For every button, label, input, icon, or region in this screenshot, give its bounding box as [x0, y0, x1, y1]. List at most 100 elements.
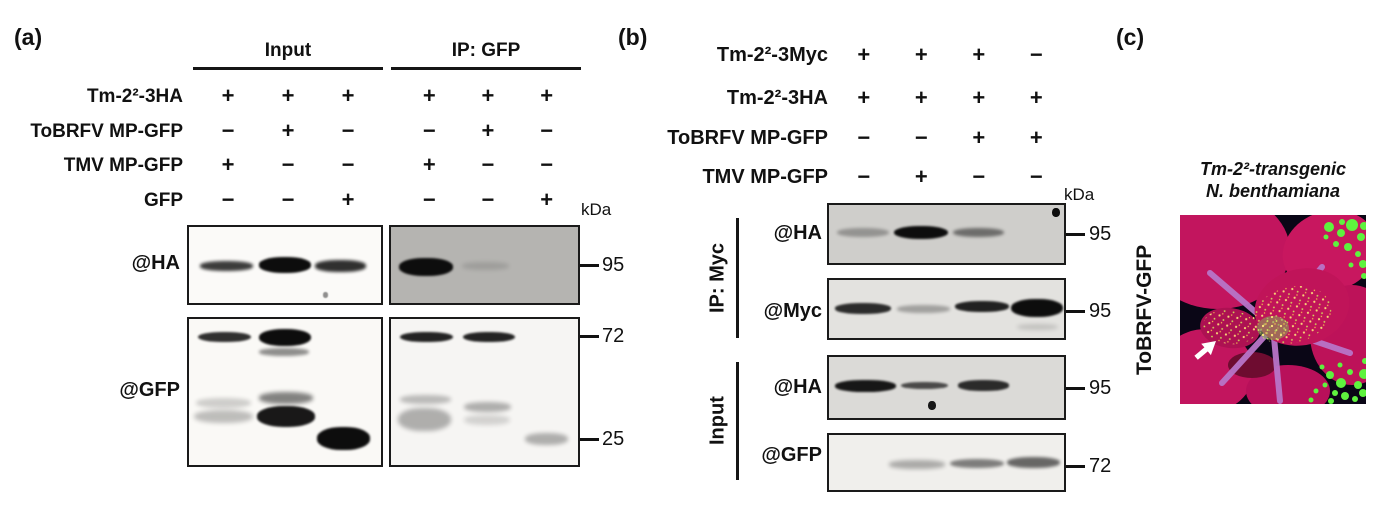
protein-band — [464, 401, 512, 412]
panel-b-antibody-label-ha-ip: @HA — [773, 222, 822, 244]
protein-band — [888, 460, 945, 469]
marker-value: 72 — [1089, 455, 1112, 477]
sign: + — [281, 83, 295, 108]
panel-c-title-line2: N. benthamiana — [1205, 181, 1341, 201]
sign: + — [341, 187, 355, 212]
protein-band — [399, 331, 453, 343]
sign: + — [540, 187, 554, 212]
protein-band — [317, 427, 371, 451]
blot-a-ha-input — [187, 225, 383, 305]
panel-a-header-input-underline — [193, 67, 383, 70]
panel-b-antibody-label-gfp-input: @GFP — [761, 444, 822, 466]
panel-a-row-label: ToBRFV MP-GFP — [30, 121, 183, 142]
marker-value: 95 — [1089, 300, 1112, 322]
sign: + — [972, 125, 986, 150]
marker-tick — [1066, 310, 1085, 313]
sign-row: + − − — [198, 152, 378, 178]
sign: − — [857, 125, 871, 150]
marker-value: 25 — [602, 428, 625, 450]
marker-value: 95 — [1089, 223, 1112, 245]
protein-band — [1052, 207, 1060, 218]
sign-row: − − + + — [835, 125, 1065, 151]
protein-band — [258, 257, 312, 274]
sign: − — [914, 125, 928, 150]
panel-c-side-label: ToBRFV-GFP — [1133, 244, 1156, 375]
blot-b-gfp-input — [827, 433, 1066, 492]
sign: − — [857, 164, 871, 189]
marker-value: 95 — [1089, 377, 1112, 399]
sign: − — [540, 152, 554, 177]
sign-row: − + − − — [835, 164, 1065, 190]
protein-band — [900, 382, 948, 390]
sign: + — [281, 118, 295, 143]
protein-band — [399, 394, 451, 404]
sign: + — [914, 42, 928, 67]
protein-band — [464, 415, 510, 426]
gfp-fluorescence-patches — [1308, 219, 1366, 404]
protein-band — [463, 331, 516, 343]
protein-band — [462, 261, 509, 270]
sign: + — [481, 118, 495, 143]
marker-tick — [1066, 233, 1085, 236]
marker-value: 72 — [602, 325, 625, 347]
protein-band — [950, 458, 1005, 468]
protein-band — [398, 258, 453, 277]
sign: + — [972, 42, 986, 67]
sign: − — [481, 152, 495, 177]
protein-band — [952, 227, 1005, 237]
protein-band — [1010, 298, 1064, 318]
protein-band — [397, 407, 451, 431]
marker-tick — [580, 438, 599, 441]
panel-b-row-label: Tm-2²-3HA — [726, 87, 828, 109]
sign: + — [914, 164, 928, 189]
panel-a-row-label: GFP — [143, 190, 183, 211]
sign: − — [221, 187, 235, 212]
protein-band — [315, 260, 367, 272]
sign: + — [857, 42, 871, 67]
panel-a-row-label: Tm-2²-3HA — [86, 86, 183, 107]
blot-b-myc-ip — [827, 278, 1066, 340]
protein-band — [1006, 457, 1060, 468]
protein-band — [323, 292, 329, 298]
panel-a-row-label: TMV MP-GFP — [63, 155, 183, 176]
protein-band — [197, 331, 251, 343]
sign-row: + + + − — [835, 42, 1065, 68]
sign-row: − + − — [198, 118, 378, 144]
sign: + — [221, 152, 235, 177]
panel-a-label: (a) — [14, 24, 43, 50]
protein-band — [195, 397, 251, 408]
sign: + — [540, 83, 554, 108]
sign: + — [914, 85, 928, 110]
panel-b-row-label: ToBRFV MP-GFP — [667, 127, 828, 149]
sign-row: − − + — [198, 187, 378, 213]
panel-a-antibody-label-ha: @HA — [131, 252, 180, 274]
sign: − — [422, 187, 436, 212]
panel-a-antibody-label-gfp: @GFP — [119, 379, 180, 401]
protein-band — [896, 305, 951, 313]
protein-band — [258, 392, 314, 404]
panel-c-title-line1: Tm-2²-transgenic — [1199, 159, 1347, 179]
panel-b-antibody-label-ha-input: @HA — [773, 376, 822, 398]
protein-band — [193, 409, 253, 424]
sign: − — [221, 118, 235, 143]
blot-b-ha-ip — [827, 203, 1066, 265]
protein-band — [256, 405, 316, 428]
sign: + — [481, 83, 495, 108]
sign-row: + + + + — [835, 85, 1065, 111]
sign: + — [422, 83, 436, 108]
sign: − — [972, 164, 986, 189]
panel-b-antibody-label-myc-ip: @Myc — [763, 300, 822, 322]
panel-a-header-ip-gfp-underline — [391, 67, 581, 70]
protein-band — [928, 400, 937, 411]
panel-b-label: (b) — [618, 24, 648, 50]
marker-tick — [1066, 465, 1085, 468]
input-bracket — [736, 362, 739, 480]
sign: − — [540, 118, 554, 143]
ip-myc-group-label: IP: Myc — [706, 242, 729, 314]
blot-a-gfp-input — [187, 317, 383, 467]
protein-band — [954, 301, 1009, 313]
blot-a-gfp-ip — [389, 317, 580, 467]
sign: + — [1029, 85, 1043, 110]
sign: + — [1029, 125, 1043, 150]
protein-band — [525, 432, 569, 445]
